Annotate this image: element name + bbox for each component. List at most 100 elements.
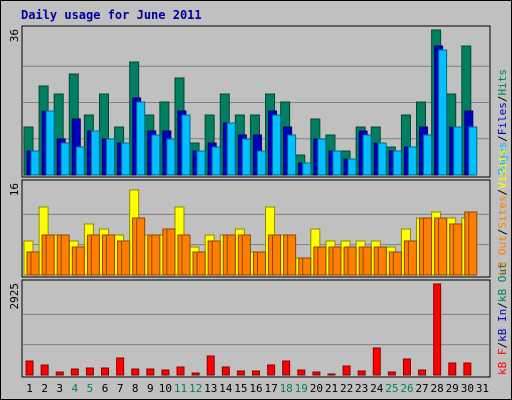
bar-pages-day-28 [438,49,448,176]
bar-pages-day-10 [166,138,176,176]
x-tick-label: 11 [174,382,187,395]
bar-kb-f-day-8 [131,368,140,376]
x-tick-label: 9 [147,382,154,395]
bar-kb-out-day-14 [226,234,236,276]
bar-kb-out-day-26 [407,240,417,276]
bar-kb-out-day-12 [196,251,206,276]
bar-kb-out-day-1 [30,251,40,276]
bar-kb-out-day-24 [377,246,387,276]
legend-entry: Pages [496,142,509,175]
bar-pages-day-2 [45,110,55,176]
bar-kb-out-day-17 [272,234,282,276]
x-tick-label: 13 [204,382,217,395]
series-pages [30,49,478,176]
series-kb-f [25,283,472,376]
bar-kb-out-day-13 [211,240,221,276]
x-tick-label: 31 [476,382,489,395]
bar-kb-f-day-1 [25,360,34,376]
bar-pages-day-24 [377,142,387,176]
x-tick-label: 14 [219,382,233,395]
x-tick-label: 30 [461,382,474,395]
x-tick-label: 8 [132,382,139,395]
bar-kb-f-day-20 [312,371,321,376]
bar-kb-f-day-10 [161,369,170,376]
bar-kb-out-day-6 [105,234,115,276]
bar-kb-out-day-3 [60,234,70,276]
bar-kb-f-day-13 [206,355,215,376]
bar-kb-f-day-25 [387,371,396,376]
bar-pages-day-7 [121,142,131,176]
x-tick-label: 26 [400,382,413,395]
bar-kb-f-day-2 [40,364,49,376]
bar-pages-day-21 [332,150,342,176]
bar-kb-f-day-30 [463,362,472,376]
bar-pages-day-27 [423,134,433,176]
bar-pages-day-17 [272,114,282,176]
bar-kb-out-day-16 [256,251,266,276]
bar-kb-out-day-21 [332,246,342,276]
bar-kb-f-day-19 [297,369,306,376]
bar-pages-day-4 [75,146,85,176]
legend-entry: / [496,135,509,142]
x-axis-labels: 1 2 3 4 5 6 7 8 9 10 11 12 13 14 15 16 17 18 19 20 21 22 23 24 2… [26,382,489,395]
x-tick-label: 3 [56,382,63,395]
bar-kb-out-day-19 [302,257,312,276]
x-tick-label: 22 [340,382,353,395]
series-kb-out [30,211,478,276]
panel-frame [21,279,491,378]
y-max-label: 16 [8,183,21,196]
legend-entry: kB In [496,309,509,342]
bar-kb-f-day-7 [116,357,125,376]
bar-pages-day-1 [30,150,40,176]
bar-kb-f-day-4 [70,368,79,376]
legend-kbin-kbf: kB F/kB In/kB Out [496,262,509,375]
x-tick-label: 28 [431,382,444,395]
bar-pages-day-5 [90,130,100,176]
bar-pages-day-25 [392,150,402,176]
bar-pages-day-12 [196,150,206,176]
x-tick-label: 1 [26,382,33,395]
bar-kb-out-day-5 [90,234,100,276]
bar-kb-out-day-20 [317,246,327,276]
bar-kb-f-day-14 [221,366,230,376]
legend-entry: kB F [496,349,509,376]
bar-pages-day-13 [211,146,221,176]
bar-pages-day-16 [256,150,266,176]
bar-kb-f-day-3 [55,371,64,376]
bar-pages-day-9 [151,134,161,176]
bar-kb-f-day-22 [342,365,351,376]
legend-entry: Hits [496,69,509,96]
bar-kb-out-day-18 [287,234,297,276]
x-tick-label: 27 [415,382,428,395]
legend-entry: / [496,189,509,196]
bar-kb-out-day-7 [121,240,131,276]
bar-kb-out-day-23 [362,246,372,276]
x-tick-label: 18 [280,382,293,395]
bar-kb-out-day-9 [151,234,161,276]
bar-kb-out-day-25 [392,251,402,276]
x-tick-label: 12 [189,382,202,395]
bar-kb-f-day-9 [146,368,155,376]
bar-kb-out-day-2 [45,234,55,276]
bar-pages-day-14 [226,122,236,176]
bar-kb-out-day-28 [438,217,448,276]
bar-kb-f-day-18 [282,360,291,376]
bar-pages-day-30 [468,126,478,176]
bar-kb-f-day-29 [448,362,457,376]
x-tick-label: 24 [370,382,384,395]
x-tick-label: 5 [87,382,94,395]
bar-kb-f-day-6 [101,367,110,376]
legend-entry: / [496,96,509,103]
bar-kb-f-day-5 [85,367,94,376]
bar-pages-day-22 [347,158,357,176]
x-tick-label: 16 [249,382,262,395]
bar-pages-day-6 [105,138,115,176]
bar-pages-day-11 [181,114,191,176]
bar-pages-day-8 [136,101,146,176]
bar-kb-out-day-4 [75,246,85,276]
bar-kb-f-day-27 [418,369,427,376]
bar-pages-day-18 [287,134,297,176]
x-tick-label: 23 [355,382,368,395]
